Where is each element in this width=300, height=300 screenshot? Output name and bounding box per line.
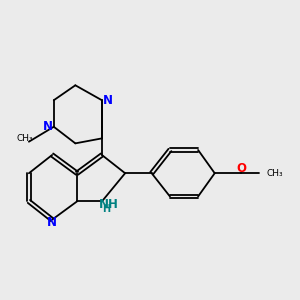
Text: N: N: [43, 120, 53, 133]
Text: CH₃: CH₃: [16, 134, 33, 143]
Text: NH: NH: [99, 198, 118, 211]
Text: CH₃: CH₃: [267, 169, 284, 178]
Text: H: H: [102, 204, 110, 214]
Text: N: N: [103, 94, 113, 107]
Text: N: N: [47, 216, 57, 229]
Text: O: O: [236, 162, 246, 176]
